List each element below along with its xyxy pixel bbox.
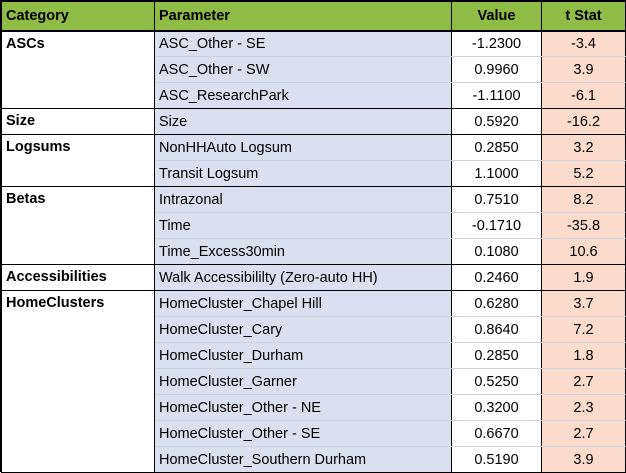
table-row: Time -0.1710 -35.8 <box>2 212 626 239</box>
parameter-cell: HomeCluster_Chapel Hill <box>154 290 452 317</box>
table-row: HomeClusters HomeCluster_Chapel Hill 0.628… <box>1 290 626 473</box>
tstat-cell: 3.2 <box>541 134 626 161</box>
value-cell: -1.1100 <box>451 82 542 109</box>
table-row: Size Size 0.5920 -16.2 <box>1 108 626 135</box>
table-row: ASC_Other - SW 0.9960 3.9 <box>2 56 626 83</box>
category-cell: Betas <box>1 186 155 265</box>
table-row: HomeCluster_Other - NE 0.3200 2.3 <box>2 394 626 421</box>
table-row: ASC_ResearchPark -1.1100 -6.1 <box>2 82 626 109</box>
table-row: Transit Logsum 1.1000 5.2 <box>2 160 626 187</box>
table-row: Accessibilities Walk Accessibililty (Zero… <box>1 264 626 291</box>
header-parameter: Parameter <box>154 1 452 32</box>
tstat-cell: 3.9 <box>541 56 626 83</box>
tstat-cell: -6.1 <box>541 82 626 109</box>
category-cell: Size <box>1 108 155 135</box>
parameter-cell: Intrazonal <box>154 186 452 213</box>
tstat-cell: 10.6 <box>541 238 626 265</box>
value-cell: 0.1080 <box>451 238 542 265</box>
parameter-cell: HomeCluster_Cary <box>154 316 452 343</box>
table-row: HomeCluster_Durham 0.2850 1.8 <box>2 342 626 369</box>
header-value: Value <box>451 1 542 32</box>
parameter-cell: HomeCluster_Other - NE <box>154 394 452 421</box>
parameter-cell: ASC_Other - SE <box>154 30 452 57</box>
tstat-cell: 7.2 <box>541 316 626 343</box>
parameter-cell: ASC_ResearchPark <box>154 82 452 109</box>
parameter-cell: HomeCluster_Other - SE <box>154 420 452 447</box>
tstat-cell: -16.2 <box>541 108 626 135</box>
parameter-cell: Size <box>154 108 452 135</box>
value-cell: 0.2850 <box>451 134 542 161</box>
tstat-cell: 2.7 <box>541 368 626 395</box>
parameter-cell: Time <box>154 212 452 239</box>
table-row: Betas Intrazonal 0.7510 8.2 <box>1 186 626 265</box>
parameter-cell: HomeCluster_Garner <box>154 368 452 395</box>
category-cell: ASCs <box>1 30 155 109</box>
table-row: ASCs ASC_Other - SE -1.2300 -3.4 <box>1 30 626 109</box>
value-cell: -0.1710 <box>451 212 542 239</box>
category-cell: HomeClusters <box>1 290 155 473</box>
header-tstat: t Stat <box>541 1 626 32</box>
table-body: ASCs ASC_Other - SE -1.2300 -3.4 ASC_Other -… <box>1 30 626 473</box>
parameter-cell: Time_Excess30min <box>154 238 452 265</box>
value-cell: 0.2460 <box>451 264 542 291</box>
tstat-cell: 1.8 <box>541 342 626 369</box>
table-row: Time_Excess30min 0.1080 10.6 <box>2 238 626 265</box>
value-cell: 1.1000 <box>451 160 542 187</box>
table-row: HomeCluster_Southern Durham 0.5190 3.9 <box>2 446 626 473</box>
parameter-cell: HomeCluster_Southern Durham <box>154 446 452 473</box>
tstat-cell: 3.9 <box>541 446 626 473</box>
value-cell: 0.5250 <box>451 368 542 395</box>
table-row: HomeCluster_Garner 0.5250 2.7 <box>2 368 626 395</box>
tstat-cell: 2.7 <box>541 420 626 447</box>
value-cell: 0.9960 <box>451 56 542 83</box>
parameter-cell: Walk Accessibililty (Zero-auto HH) <box>154 264 452 291</box>
category-cell: Accessibilities <box>1 264 155 291</box>
value-cell: 0.6670 <box>451 420 542 447</box>
tstat-cell: 1.9 <box>541 264 626 291</box>
parameter-cell: NonHHAuto Logsum <box>154 134 452 161</box>
tstat-cell: 8.2 <box>541 186 626 213</box>
tstat-cell: 3.7 <box>541 290 626 317</box>
parameter-cell: HomeCluster_Durham <box>154 342 452 369</box>
tstat-cell: -35.8 <box>541 212 626 239</box>
header-category: Category <box>1 1 155 32</box>
tstat-cell: 5.2 <box>541 160 626 187</box>
value-cell: -1.2300 <box>451 30 542 57</box>
table-row: Logsums NonHHAuto Logsum 0.2850 3.2 <box>1 134 626 187</box>
value-cell: 0.3200 <box>451 394 542 421</box>
value-cell: 0.7510 <box>451 186 542 213</box>
value-cell: 0.6280 <box>451 290 542 317</box>
tstat-cell: 2.3 <box>541 394 626 421</box>
tstat-cell: -3.4 <box>541 30 626 57</box>
value-cell: 0.5190 <box>451 446 542 473</box>
category-cell: Logsums <box>1 134 155 187</box>
header-row: Category Parameter Value t Stat <box>1 1 626 32</box>
parameter-cell: Transit Logsum <box>154 160 452 187</box>
parameter-cell: ASC_Other - SW <box>154 56 452 83</box>
value-cell: 0.2850 <box>451 342 542 369</box>
value-cell: 0.5920 <box>451 108 542 135</box>
value-cell: 0.8640 <box>451 316 542 343</box>
